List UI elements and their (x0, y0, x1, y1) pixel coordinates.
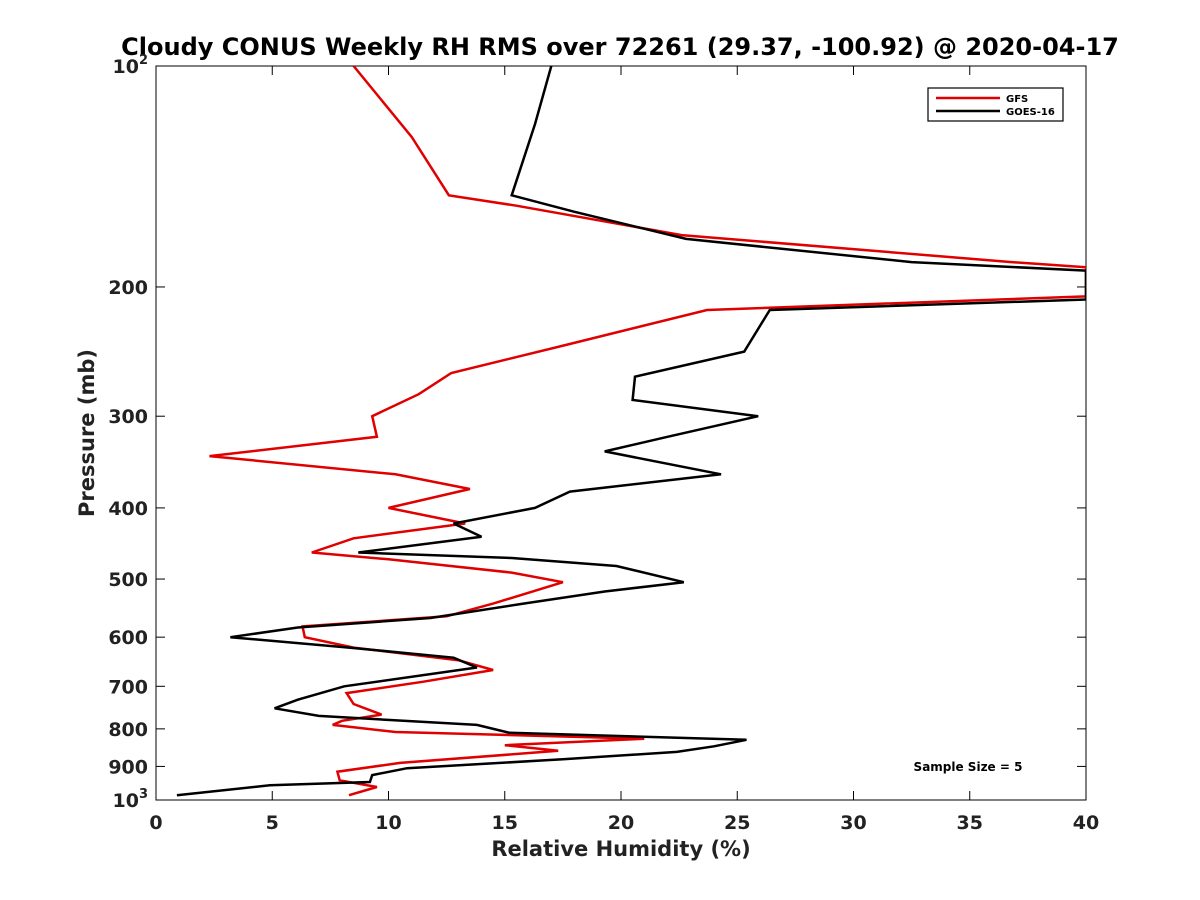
y-tick-label: 200 (108, 277, 148, 299)
legend-label-gfs: GFS (1006, 94, 1028, 105)
sample-size-annotation: Sample Size = 5 (914, 760, 1023, 774)
y-tick-label: 300 (108, 406, 148, 428)
y-tick-label-base: 700 (108, 676, 148, 698)
y-tick-label-base: 800 (108, 719, 148, 741)
y-tick-label-exponent: 2 (139, 53, 148, 68)
y-tick-label: 700 (108, 676, 148, 698)
y-tick-label-base: 10 (113, 790, 139, 812)
x-tick-label: 15 (492, 812, 518, 834)
chart-title: Cloudy CONUS Weekly RH RMS over 72261 (2… (121, 33, 1119, 61)
series-line-gfs (209, 66, 1086, 797)
y-tick-label: 102 (113, 53, 149, 78)
y-tick-label-base: 300 (108, 406, 148, 428)
y-tick-label-base: 500 (108, 569, 148, 591)
x-tick-label: 5 (266, 812, 279, 834)
x-tick-label: 25 (724, 812, 750, 834)
legend-box (927, 87, 1064, 122)
y-tick-label: 500 (108, 569, 148, 591)
y-tick-label-base: 400 (108, 498, 148, 520)
x-axis: 0 5 10 15 20 25 30 35 40 (149, 66, 1099, 834)
y-tick-label-exponent: 3 (139, 787, 148, 802)
plot-frame (155, 65, 1087, 801)
y-tick-label-base: 600 (108, 627, 148, 649)
y-tick-label-base: 200 (108, 277, 148, 299)
legend: GFS GOES-16 (927, 87, 1064, 122)
y-tick-label-base: 900 (108, 756, 148, 778)
x-tick-label: 10 (375, 812, 401, 834)
x-tick-label: 20 (608, 812, 634, 834)
y-tick-label: 103 (113, 787, 149, 812)
x-axis-label: Relative Humidity (%) (491, 837, 750, 861)
x-tick-label: 0 (149, 812, 162, 834)
y-tick-label: 400 (108, 498, 148, 520)
y-tick-label: 900 (108, 756, 148, 778)
y-tick-label: 800 (108, 719, 148, 741)
x-tick-label: 30 (840, 812, 866, 834)
x-tick-label: 40 (1073, 812, 1099, 834)
series-layer (176, 66, 1086, 797)
legend-label-goes-16: GOES-16 (1006, 107, 1055, 118)
y-axis-label: Pressure (mb) (75, 349, 99, 517)
x-tick-label: 35 (957, 812, 983, 834)
series-line-goes-16 (176, 66, 1086, 797)
y-tick-label: 600 (108, 627, 148, 649)
y-tick-label-base: 10 (113, 56, 139, 78)
